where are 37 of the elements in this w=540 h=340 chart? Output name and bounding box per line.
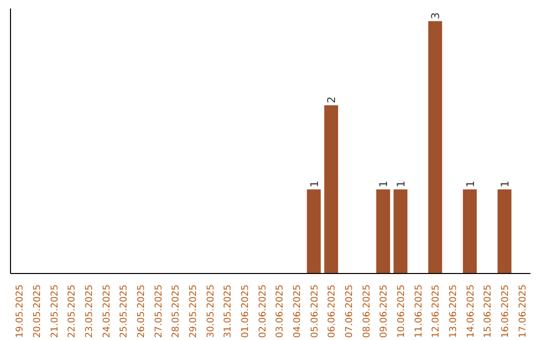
data-label: 2 [325, 96, 338, 104]
x-tick-label: 19.05.2025 [14, 284, 26, 338]
x-tick-label: 05.06.2025 [309, 284, 320, 338]
x-tick-label: 31.05.2025 [222, 284, 234, 338]
x-tick-label: 01.06.2025 [240, 284, 251, 338]
x-tick-label: 12.06.2025 [430, 284, 442, 338]
x-tick-label: 30.05.2025 [205, 284, 216, 338]
x-tick-label: 14.06.2025 [465, 284, 476, 338]
x-tick-label: 07.06.2025 [344, 284, 355, 338]
x-tick-label: 16.06.2025 [500, 284, 511, 338]
data-label: 1 [498, 180, 512, 188]
data-label: 3 [429, 12, 442, 20]
x-tick-label: 17.06.2025 [517, 284, 528, 338]
x-tick-label: 13.06.2025 [448, 284, 459, 338]
x-tick-label: 08.06.2025 [361, 284, 372, 338]
x-tick-label: 22.05.2025 [66, 284, 78, 338]
x-tick-label: 09.06.2025 [378, 284, 390, 338]
x-tick-label: 02.06.2025 [257, 284, 268, 338]
data-label: 1 [308, 180, 321, 188]
x-tick-label: 15.06.2025 [482, 284, 494, 338]
x-tick-label: 11.06.2025 [413, 284, 424, 338]
x-tick-label: 21.05.2025 [49, 284, 60, 338]
x-tick-label: 29.05.2025 [188, 284, 199, 338]
x-tick-label: 27.05.2025 [153, 284, 164, 338]
x-tick-label: 10.06.2025 [396, 284, 407, 338]
data-label: 1 [394, 180, 408, 188]
data-label: 1 [377, 180, 390, 188]
x-tick-label: 04.06.2025 [292, 284, 303, 338]
x-tick-label: 20.05.2025 [32, 284, 43, 338]
x-tick-label: 03.06.2025 [274, 284, 286, 338]
x-tick-label: 06.06.2025 [326, 284, 338, 338]
x-tick-label: 24.05.2025 [101, 284, 112, 338]
data-label: 1 [464, 180, 477, 188]
x-tick-label: 28.05.2025 [170, 284, 182, 338]
x-tick-label: 23.05.2025 [84, 284, 95, 338]
x-tick-label: 26.05.2025 [136, 284, 147, 338]
x-tick-label: 25.05.2025 [118, 284, 130, 338]
